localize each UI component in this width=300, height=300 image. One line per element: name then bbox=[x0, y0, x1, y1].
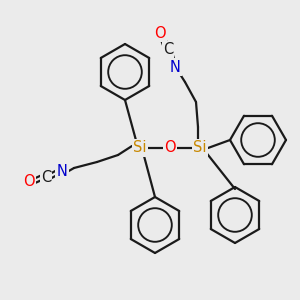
Text: N: N bbox=[169, 59, 180, 74]
Text: Si: Si bbox=[193, 140, 207, 155]
Text: Si: Si bbox=[133, 140, 147, 155]
Text: O: O bbox=[154, 26, 166, 40]
Text: O: O bbox=[23, 175, 35, 190]
Text: O: O bbox=[164, 140, 176, 155]
Text: C: C bbox=[41, 169, 51, 184]
Text: N: N bbox=[57, 164, 68, 179]
Text: C: C bbox=[163, 43, 173, 58]
